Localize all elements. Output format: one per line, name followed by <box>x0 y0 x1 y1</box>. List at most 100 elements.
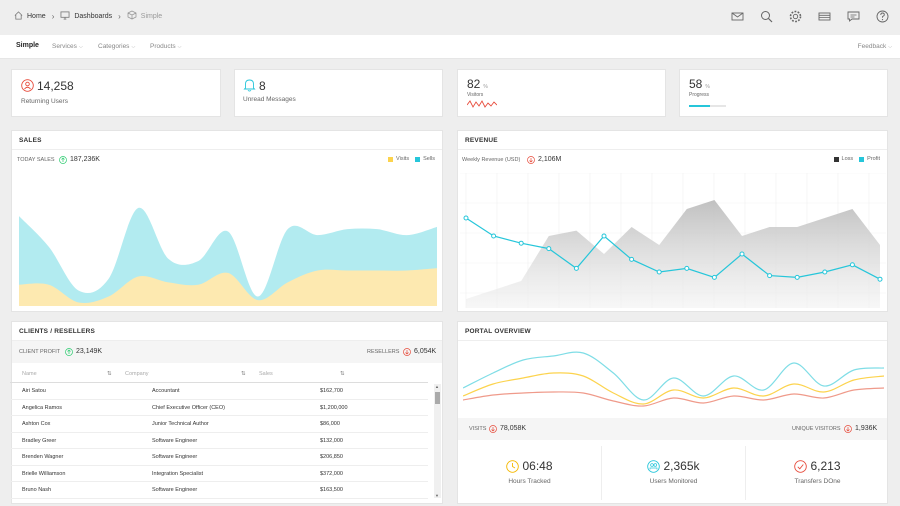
grid-icon[interactable] <box>817 9 832 24</box>
chevron-down-icon: ⌵ <box>888 44 892 50</box>
profit-point[interactable] <box>711 274 717 280</box>
scroll-down-icon[interactable]: ▼ <box>435 493 439 498</box>
stat-value: 82% <box>467 77 488 91</box>
column-header-company[interactable]: Company <box>125 371 149 377</box>
line-cyan <box>463 351 884 401</box>
nav-item-products[interactable]: Products ⌵ <box>150 43 181 50</box>
column-header-sales[interactable]: Sales <box>259 371 273 377</box>
divider <box>458 340 887 341</box>
table-row[interactable]: Airi Satou Accountant $162,700 <box>10 383 428 400</box>
cell-sales: $1,200,000 <box>320 404 348 411</box>
chevron-down-icon: ⌵ <box>177 44 182 50</box>
sort-icon[interactable]: ⇅ <box>107 371 112 377</box>
summary-strip <box>458 418 887 440</box>
unique-visitors-label: UNIQUE VISITORS <box>792 426 841 432</box>
profit-point[interactable] <box>767 273 773 279</box>
profit-point[interactable] <box>794 274 800 280</box>
progress-track <box>689 105 726 107</box>
cell-company: Software Engineer <box>152 454 198 460</box>
card-title: PORTAL OVERVIEW <box>465 328 531 335</box>
breadcrumb-separator: › <box>118 11 121 21</box>
line-red <box>463 387 884 407</box>
area-loss <box>466 200 880 308</box>
profit-point[interactable] <box>491 233 497 239</box>
table-row[interactable]: Brielle Williamson Integration Specialist… <box>10 466 428 482</box>
stat-card-returning: 14,258 Returning Users <box>11 69 221 117</box>
table-row[interactable]: Bradley Greer Software Engineer $132,000 <box>10 433 428 449</box>
toolbar <box>730 9 890 24</box>
cell-company: Accountant <box>152 388 180 394</box>
revenue-line-chart <box>460 173 886 308</box>
profit-point[interactable] <box>601 233 607 239</box>
scrollbar-thumb[interactable] <box>435 392 440 404</box>
stat-label: Hours Tracked <box>508 478 551 485</box>
arrow-down-icon <box>489 425 497 433</box>
profit-point[interactable] <box>546 246 552 252</box>
stat-card-unread: 8 Unread Messages <box>234 69 443 117</box>
cell-sales: $372,000 <box>320 470 343 477</box>
area-visits <box>19 268 437 306</box>
scroll-up-icon[interactable]: ▲ <box>435 384 439 389</box>
table-row[interactable]: Brenden Wagner Software Engineer $206,850 <box>10 449 428 466</box>
arrow-down-icon <box>527 156 535 164</box>
mail-icon[interactable] <box>730 9 745 24</box>
legend-swatch-sells <box>415 156 421 162</box>
users-monitored-stat: 2,365k Users Monitored <box>602 459 745 485</box>
divider <box>12 340 442 341</box>
nav-item-services[interactable]: Services ⌵ <box>52 43 83 50</box>
visits-value: 78,058K <box>500 425 527 432</box>
divider <box>745 446 746 500</box>
divider <box>458 149 887 150</box>
nav-item-simple[interactable]: Simple <box>16 42 39 49</box>
stat-value: 58% <box>689 77 710 91</box>
arrow-down-icon <box>844 425 852 433</box>
stat-label: Users Monitored <box>649 478 698 485</box>
stat-value: 8 <box>259 79 266 93</box>
profit-point[interactable] <box>822 269 828 275</box>
table-row[interactable]: Bruno Nash Software Engineer $163,500 <box>10 482 428 499</box>
sales-card: SALES TODAY SALES 187,236K Visits Sells <box>11 130 443 312</box>
profit-point[interactable] <box>463 215 469 221</box>
stat-value: 6,213 <box>810 459 841 473</box>
profit-point[interactable] <box>849 262 855 268</box>
profit-point[interactable] <box>739 251 745 257</box>
profit-point[interactable] <box>656 269 662 275</box>
stat-label: Returning Users <box>21 98 68 105</box>
legend-swatch-loss <box>833 156 839 162</box>
sort-icon[interactable]: ⇅ <box>340 371 345 377</box>
cell-name: Brielle Williamson <box>22 470 66 477</box>
stat-card-progress: 58% Progress <box>679 69 888 117</box>
bell-icon <box>243 79 256 92</box>
table-scrollbar[interactable]: ▲ ▼ <box>434 384 441 498</box>
profit-point[interactable] <box>629 256 635 262</box>
stat-label: Unread Messages <box>243 96 296 103</box>
chat-icon[interactable] <box>846 9 861 24</box>
cell-name: Brenden Wagner <box>22 454 64 460</box>
stat-number: 82 <box>467 77 481 91</box>
breadcrumb-separator: › <box>51 11 55 21</box>
cell-company: Junior Technical Author <box>152 421 209 427</box>
legend-label-profit: Profit <box>867 156 880 162</box>
table-row[interactable]: Ashton Cox Junior Technical Author $86,000 <box>10 416 428 433</box>
help-icon[interactable] <box>875 9 890 24</box>
breadcrumb-dashboards[interactable]: Dashboards <box>74 12 113 20</box>
profit-point[interactable] <box>684 265 690 271</box>
profit-point[interactable] <box>877 276 883 282</box>
today-sales-label: TODAY SALES <box>17 157 55 163</box>
divider <box>12 149 442 150</box>
profit-point[interactable] <box>518 240 524 246</box>
profit-point[interactable] <box>573 265 579 271</box>
sort-icon[interactable]: ⇅ <box>241 371 246 377</box>
column-header-name[interactable]: Name <box>22 371 37 377</box>
breadcrumb: Home › Dashboards › Simple <box>14 10 162 22</box>
gear-icon[interactable] <box>788 9 803 24</box>
table-row[interactable]: Angelica Ramos Chief Executive Officer (C… <box>10 400 428 416</box>
home-icon[interactable] <box>14 10 23 22</box>
chevron-down-icon: ⌵ <box>131 44 136 50</box>
breadcrumb-home[interactable]: Home <box>27 12 46 20</box>
search-icon[interactable] <box>759 9 774 24</box>
chevron-down-icon: ⌵ <box>78 44 83 50</box>
nav-item-feedback[interactable]: Feedback ⌵ <box>858 43 892 50</box>
card-title: REVENUE <box>465 137 498 144</box>
nav-item-categories[interactable]: Categories ⌵ <box>98 43 135 50</box>
